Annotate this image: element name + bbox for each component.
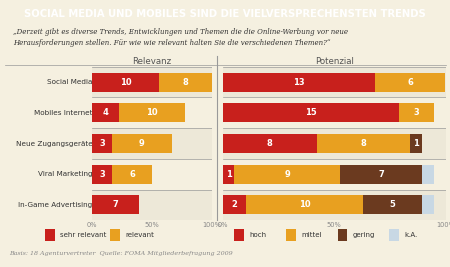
Bar — [375, 73, 446, 92]
Bar — [364, 195, 422, 214]
Bar — [422, 195, 434, 214]
Text: 9: 9 — [284, 170, 290, 179]
Text: 6: 6 — [407, 78, 413, 87]
Text: relevant: relevant — [126, 232, 154, 238]
Bar — [92, 165, 112, 184]
Text: 1: 1 — [413, 139, 419, 148]
Text: 3: 3 — [99, 170, 105, 179]
Bar — [158, 73, 211, 92]
Text: 4: 4 — [103, 108, 108, 117]
Text: 6: 6 — [129, 170, 135, 179]
Text: 9: 9 — [139, 139, 145, 148]
Text: 7: 7 — [112, 201, 118, 209]
Bar — [92, 159, 212, 190]
Text: 10: 10 — [120, 78, 131, 87]
Text: SOCIAL MEDIA UND MOBILES SIND DIE VIELVERSPRECHENSTEN TRENDS: SOCIAL MEDIA UND MOBILES SIND DIE VIELVE… — [24, 9, 426, 19]
Bar — [92, 190, 212, 220]
Title: Relevanz: Relevanz — [132, 57, 171, 66]
Bar — [316, 134, 410, 153]
Text: Basis: 18 Agenturvertreter  Quelle: FOMA Mitgliederbefragung 2009: Basis: 18 Agenturvertreter Quelle: FOMA … — [9, 251, 233, 256]
Bar — [112, 134, 172, 153]
Bar — [234, 165, 340, 184]
Text: 13: 13 — [293, 78, 305, 87]
Bar — [92, 67, 212, 97]
Text: 7: 7 — [378, 170, 384, 179]
Bar — [422, 165, 434, 184]
Bar — [110, 229, 120, 241]
Text: 15: 15 — [305, 108, 316, 117]
Text: k.A.: k.A. — [405, 232, 418, 238]
Text: Neue Zugangsgeräte: Neue Zugangsgeräte — [15, 140, 92, 147]
Bar — [45, 229, 55, 241]
Text: 8: 8 — [182, 78, 188, 87]
Text: Social Media: Social Media — [47, 79, 92, 85]
Text: 8: 8 — [267, 139, 273, 148]
Text: In-Game Advertising: In-Game Advertising — [18, 202, 92, 208]
Text: 3: 3 — [99, 139, 105, 148]
Text: hoch: hoch — [249, 232, 266, 238]
Bar — [92, 195, 139, 214]
Text: 10: 10 — [146, 108, 158, 117]
Text: Mobiles Internet: Mobiles Internet — [34, 110, 92, 116]
Bar — [410, 134, 422, 153]
Bar — [223, 165, 234, 184]
Text: Viral Marketing: Viral Marketing — [38, 171, 92, 177]
Bar — [92, 73, 158, 92]
Bar — [246, 195, 364, 214]
Bar — [223, 73, 375, 92]
Text: sehr relevant: sehr relevant — [60, 232, 107, 238]
Text: 5: 5 — [390, 201, 396, 209]
Bar — [223, 128, 446, 159]
Bar — [223, 159, 446, 190]
Bar — [112, 165, 152, 184]
Bar — [338, 229, 347, 241]
Bar — [399, 103, 434, 122]
Bar — [92, 128, 212, 159]
Bar — [286, 229, 296, 241]
Bar — [389, 229, 399, 241]
Text: 1: 1 — [225, 170, 232, 179]
Bar — [223, 97, 446, 128]
Title: Potenzial: Potenzial — [315, 57, 354, 66]
Bar — [223, 190, 446, 220]
Bar — [223, 67, 446, 97]
Text: 2: 2 — [232, 201, 238, 209]
Bar — [234, 229, 244, 241]
Bar — [223, 134, 316, 153]
Bar — [340, 165, 422, 184]
Bar — [92, 134, 112, 153]
Text: mittel: mittel — [301, 232, 322, 238]
Bar — [119, 103, 185, 122]
Bar — [92, 103, 119, 122]
Text: 3: 3 — [413, 108, 419, 117]
Text: gering: gering — [353, 232, 375, 238]
Text: 8: 8 — [360, 139, 366, 148]
Bar — [92, 97, 212, 128]
Bar — [223, 103, 399, 122]
Text: „Derzeit gibt es diverse Trends, Entwicklungen und Themen die die Online-Werbung: „Derzeit gibt es diverse Trends, Entwick… — [14, 28, 348, 47]
Text: 10: 10 — [299, 201, 310, 209]
Bar — [223, 195, 246, 214]
